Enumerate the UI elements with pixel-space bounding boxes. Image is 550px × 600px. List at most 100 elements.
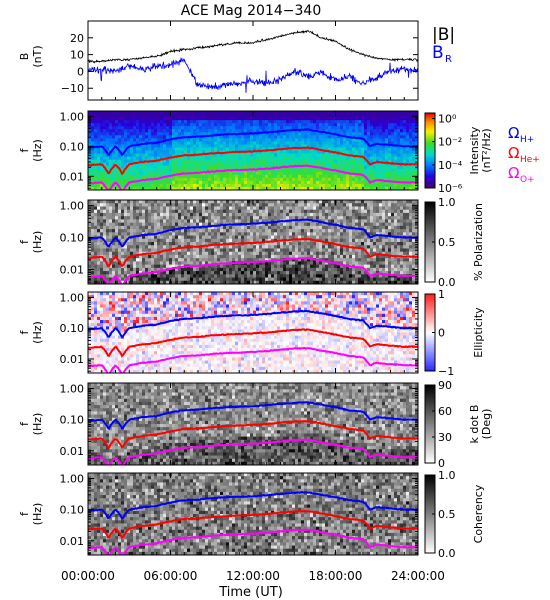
spectrogram-cell (373, 186, 377, 191)
spectrogram-cell (304, 225, 308, 230)
legend-omega-symbol: Ω (508, 164, 519, 182)
spectrogram-cell (97, 248, 101, 253)
spectrogram-cell (364, 120, 368, 124)
spectrogram-cell (400, 156, 404, 161)
spectrogram-cell (292, 114, 296, 118)
spectrogram-cell (340, 132, 344, 136)
spectrogram-cell (133, 117, 137, 121)
spectrogram-cell (295, 212, 299, 217)
spectrogram-cell (232, 238, 236, 243)
spectrogram-cell (199, 180, 203, 185)
spectrogram-cell (196, 147, 200, 151)
spectrogram-cell (298, 171, 302, 176)
spectrogram-cell (277, 251, 281, 256)
spectrogram-cell (259, 238, 263, 243)
spectrogram-cell (343, 141, 347, 145)
spectrogram-cell (406, 138, 410, 142)
spectrogram-cell (151, 200, 155, 204)
spectrogram-cell (292, 216, 296, 220)
spectrogram-cell (187, 209, 191, 214)
spectrogram-cell (208, 186, 212, 191)
spectrogram-cell (298, 183, 302, 188)
spectrogram-cell (322, 111, 326, 115)
spectrogram-cell (214, 126, 218, 130)
spectrogram-cell (157, 222, 161, 227)
spectrogram-cell (205, 258, 209, 262)
spectrogram-cell (394, 135, 398, 139)
spectrogram-cell (178, 206, 182, 211)
spectrogram-cell (277, 138, 281, 142)
spectrogram-cell (385, 165, 389, 170)
spectrogram-cell (289, 232, 293, 236)
spectrogram-cell (274, 186, 278, 191)
spectrogram-cell (115, 183, 119, 188)
spectrogram-cell (268, 219, 272, 224)
spectrogram-cell (202, 144, 206, 148)
spectrogram-cell (100, 238, 104, 243)
spectrogram-cell (154, 150, 158, 154)
spectrogram-cell (157, 183, 161, 188)
spectrogram-cell (352, 111, 356, 115)
spectrogram-cell (217, 144, 221, 148)
spectrogram-cell (253, 165, 257, 170)
spectrogram-cell (136, 242, 140, 246)
spectrogram-cell (118, 200, 122, 204)
spectrogram-cell (157, 126, 161, 130)
spectrogram-cell (118, 111, 122, 115)
spectrogram-cell (130, 159, 134, 164)
spectrogram-cell (184, 203, 188, 207)
spectrogram-cell (154, 267, 158, 272)
spectrogram-cell (178, 274, 182, 278)
spectrogram-cell (148, 144, 152, 148)
spectrogram-cell (91, 280, 95, 285)
spectrogram-cell (127, 280, 131, 285)
spectrogram-cell (271, 229, 275, 233)
spectrogram-cell (226, 171, 230, 176)
spectrogram-cell (304, 153, 308, 157)
spectrogram-cell (232, 141, 236, 145)
spectrogram-cell (262, 165, 266, 170)
spectrogram-cell (301, 150, 305, 154)
spectrogram-cell (175, 277, 179, 282)
spectrogram-cell (112, 261, 116, 266)
spectrogram-cell (199, 120, 203, 124)
spectrogram-cell (316, 135, 320, 139)
spectrogram-cell (178, 126, 182, 130)
spectrogram-cell (334, 126, 338, 130)
spectrogram-cell (157, 177, 161, 182)
spectrogram-cell (340, 147, 344, 151)
spectrogram-cell (280, 261, 284, 266)
spectrogram-cell (301, 111, 305, 115)
spectrogram-cell (163, 114, 167, 118)
spectrogram-cell (409, 123, 413, 127)
spectrogram-cell (358, 162, 362, 167)
spectrogram-cell (355, 165, 359, 170)
spectrogram-cell (307, 200, 311, 204)
spectrogram-cell (292, 117, 296, 121)
spectrogram-cell (154, 277, 158, 282)
spectrogram-cell (175, 229, 179, 233)
spectrogram-cell (370, 183, 374, 188)
spectrogram-cell (400, 141, 404, 145)
spectrogram-cell (283, 232, 287, 236)
spectrogram-cell (295, 186, 299, 191)
spectrogram-cell (211, 132, 215, 136)
spectrogram-cell (325, 162, 329, 167)
spectrogram-cell (223, 126, 227, 130)
spectrogram-cell (235, 203, 239, 207)
spectrogram-cell (367, 165, 371, 170)
spectrogram-cell (130, 216, 134, 220)
spectrogram-cell (385, 126, 389, 130)
spectrogram-cell (202, 206, 206, 211)
spectrogram-cell (229, 209, 233, 214)
spectrogram-cell (283, 186, 287, 191)
spectrogram-cell (394, 117, 398, 121)
spectrogram-cell (181, 159, 185, 164)
spectrogram-cell (235, 235, 239, 240)
spectrogram-cell (91, 120, 95, 124)
spectrogram-cell (298, 168, 302, 173)
spectrogram-cell (253, 153, 257, 157)
spectrogram-cell (124, 138, 128, 142)
spectrogram-cell (226, 138, 230, 142)
spectrogram-cell (154, 222, 158, 227)
